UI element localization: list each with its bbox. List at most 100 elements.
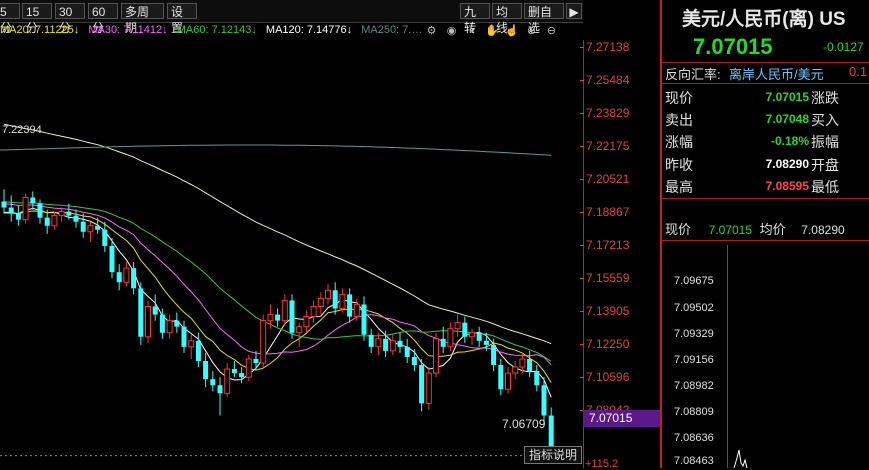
minus-icon[interactable]: ⊖ <box>546 25 557 37</box>
quote-value: 7.08290 <box>765 157 809 171</box>
quote-value: -0.18% <box>770 134 809 148</box>
candlestick-chart[interactable] <box>0 40 583 468</box>
mini-intraday-chart <box>733 449 748 468</box>
axis-tick-label: 7.15559 <box>579 271 630 285</box>
candle <box>397 332 403 353</box>
candle <box>325 284 331 305</box>
period-15min-button[interactable]: 15分 <box>22 3 52 35</box>
multi-period-button[interactable]: 多周期 <box>121 3 164 35</box>
candle <box>188 334 195 359</box>
candle <box>109 237 115 279</box>
hand-icon[interactable]: ✋ <box>485 25 499 37</box>
candle <box>512 361 519 380</box>
reverse-rate-link[interactable]: 离岸人民币/美元 <box>729 67 824 82</box>
candle <box>80 213 86 238</box>
candle <box>87 221 94 242</box>
avg-label: 均价 <box>759 222 786 237</box>
candle <box>491 338 497 372</box>
candle <box>303 310 310 333</box>
candle <box>483 332 489 351</box>
candle <box>245 354 252 382</box>
axis-tick-label: 7.27138 <box>579 40 630 54</box>
hand-drag-icon[interactable]: ☝ <box>505 25 519 37</box>
candle <box>210 371 216 392</box>
candle <box>433 332 439 378</box>
candle <box>541 377 547 426</box>
candle <box>37 199 43 224</box>
candle <box>310 300 317 323</box>
candle <box>30 191 36 210</box>
candle <box>505 367 511 394</box>
candle <box>181 320 187 353</box>
ma120-label: MA120: 7.14776↓ <box>265 24 353 36</box>
plus-icon[interactable]: ⊕ <box>526 25 537 37</box>
candle <box>281 294 288 325</box>
mini-chart-axis <box>727 245 728 468</box>
candle <box>375 332 382 355</box>
quote-label: 涨幅 <box>665 134 693 150</box>
candle <box>44 209 50 234</box>
candle <box>58 207 65 222</box>
settings-button[interactable]: 设置 <box>167 3 197 35</box>
candle <box>15 205 21 226</box>
candle <box>145 300 151 343</box>
candle <box>217 377 223 416</box>
candle <box>534 365 540 392</box>
chevron-right-icon[interactable]: ▶ <box>566 3 582 19</box>
candle <box>152 294 158 321</box>
instrument-price: 7.07015 <box>693 34 773 59</box>
quote-label: 最低 <box>811 179 839 195</box>
nine-turn-button[interactable]: 九转 <box>460 3 490 35</box>
panel-separator <box>662 62 869 63</box>
period-60min-button[interactable]: 60分 <box>88 3 118 35</box>
period-30min-button[interactable]: 30分 <box>55 3 85 35</box>
candle <box>317 292 324 315</box>
candle <box>1 189 7 214</box>
quote-label: 最高 <box>665 179 693 195</box>
candle <box>462 316 468 343</box>
axis-tick-label: 7.17213 <box>579 238 630 252</box>
quote-value: 7.07048 <box>765 112 809 126</box>
candle <box>527 350 533 378</box>
now-value: 7.07015 <box>708 223 753 237</box>
axis-tick-label: 7.12250 <box>579 337 630 351</box>
ma-line-button[interactable]: 均线 <box>492 3 522 35</box>
eye-icon[interactable]: ◉ <box>446 25 457 37</box>
candle <box>419 358 425 412</box>
mini-axis-tick: 7.08636 <box>674 432 714 444</box>
ma20-line <box>4 210 552 383</box>
candle <box>8 195 14 222</box>
panel-separator <box>662 83 869 84</box>
candle <box>116 264 122 291</box>
candle <box>289 294 295 339</box>
quote-label: 卖出 <box>665 112 693 128</box>
candle <box>22 193 29 224</box>
candle <box>51 211 58 230</box>
panel-divider <box>660 0 662 468</box>
ma30-label: MA30: 7.11412↓ <box>88 24 168 36</box>
candle <box>296 322 303 347</box>
candle <box>476 326 482 347</box>
candle <box>368 328 374 353</box>
axis-tick-label: 7.18867 <box>579 205 630 219</box>
ma120-line <box>3 123 552 345</box>
axis-tick-label: 7.13905 <box>579 304 630 318</box>
candle <box>138 282 144 345</box>
candle <box>361 296 367 341</box>
candle <box>425 367 432 410</box>
ma60-line <box>3 201 552 362</box>
indicator-help-button[interactable]: 指标说明 <box>524 446 583 464</box>
mini-axis-tick: 7.08463 <box>674 455 714 467</box>
remove-watchlist-button[interactable]: 删自选 <box>524 3 564 35</box>
candle <box>469 328 475 345</box>
candle <box>275 308 281 327</box>
ma250-line <box>0 144 552 156</box>
pause-icon[interactable]: ⏸ <box>468 25 475 37</box>
settings-icon[interactable]: ⚙ <box>426 25 437 37</box>
candle <box>123 262 130 287</box>
mini-axis-tick: 7.09329 <box>674 328 714 340</box>
candle <box>260 314 267 368</box>
period-5min-button[interactable]: 5分 <box>0 3 20 35</box>
candle <box>404 338 410 364</box>
candle <box>166 314 173 339</box>
